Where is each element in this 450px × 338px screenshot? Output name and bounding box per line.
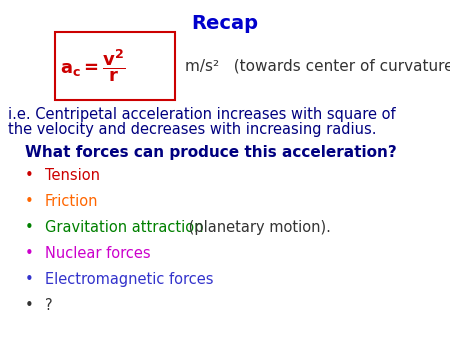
Text: •: •: [25, 246, 34, 261]
Text: •: •: [25, 272, 34, 287]
Text: •: •: [25, 220, 34, 235]
Text: $\mathbf{a_c = \dfrac{v^2}{r}}$: $\mathbf{a_c = \dfrac{v^2}{r}}$: [60, 48, 126, 84]
Text: the velocity and decreases with increasing radius.: the velocity and decreases with increasi…: [8, 122, 377, 137]
Text: i.e. Centripetal acceleration increases with square of: i.e. Centripetal acceleration increases …: [8, 107, 396, 122]
Text: Recap: Recap: [192, 14, 258, 33]
Text: Friction: Friction: [45, 194, 99, 209]
Text: •: •: [25, 168, 34, 183]
Text: •: •: [25, 194, 34, 209]
Bar: [55, 32, 175, 100]
Text: Nuclear forces: Nuclear forces: [45, 246, 151, 261]
Text: Tension: Tension: [45, 168, 100, 183]
Text: m/s²   (towards center of curvature): m/s² (towards center of curvature): [185, 58, 450, 73]
Text: Electromagnetic forces: Electromagnetic forces: [45, 272, 213, 287]
Text: What forces can produce this acceleration?: What forces can produce this acceleratio…: [25, 145, 397, 160]
Text: ?: ?: [45, 298, 53, 313]
Text: •: •: [25, 298, 34, 313]
Text: Gravitation attraction: Gravitation attraction: [45, 220, 203, 235]
Text: (planetary motion).: (planetary motion).: [184, 220, 330, 235]
